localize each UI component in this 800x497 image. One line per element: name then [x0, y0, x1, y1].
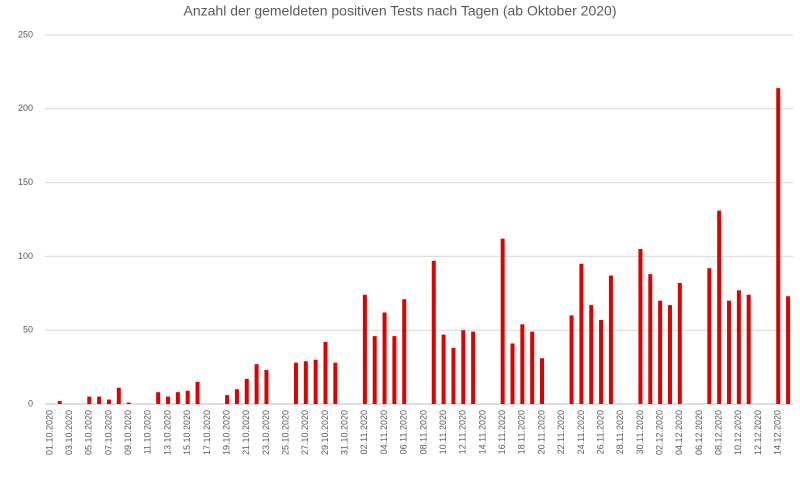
x-tick-label: 06.12.2020: [694, 410, 704, 455]
x-tick-label: 22.11.2020: [556, 410, 566, 454]
x-tick-label: 05.10.2020: [84, 410, 94, 455]
bar: [392, 336, 397, 404]
bar: [166, 396, 171, 404]
y-tick-label: 100: [18, 251, 33, 261]
x-tick-label: 08.11.2020: [418, 410, 428, 454]
bar: [116, 387, 121, 404]
bar: [707, 268, 712, 404]
bar: [451, 347, 456, 404]
chart-title: Anzahl der gemeldeten positiven Tests na…: [184, 3, 617, 19]
x-tick-label: 06.11.2020: [399, 410, 409, 454]
bar: [776, 88, 781, 405]
bar: [717, 210, 722, 404]
bar: [195, 381, 200, 404]
x-tick-label: 24.11.2020: [576, 410, 586, 454]
x-tick-label: 26.11.2020: [595, 410, 605, 454]
bar: [520, 324, 525, 404]
bar: [87, 396, 92, 404]
x-tick-label: 23.10.2020: [261, 410, 271, 455]
x-tick-label: 11.10.2020: [143, 410, 153, 454]
bar: [500, 238, 505, 404]
bar: [589, 305, 594, 404]
x-tick-label: 14.11.2020: [477, 410, 487, 454]
bar: [648, 274, 653, 404]
x-tick-label: 13.10.2020: [162, 410, 172, 455]
bar: [667, 305, 672, 404]
bar: [97, 396, 102, 404]
x-tick-label: 12.11.2020: [458, 410, 468, 454]
x-tick-label: 03.10.2020: [64, 410, 74, 455]
x-tick-label: 19.10.2020: [221, 410, 231, 455]
y-tick-label: 0: [28, 398, 33, 408]
x-tick-label: 18.11.2020: [517, 410, 527, 454]
x-tick-label: 12.12.2020: [753, 410, 763, 455]
bar: [786, 296, 791, 404]
bar: [746, 294, 751, 404]
bar: [540, 358, 545, 404]
x-tick-label: 02.11.2020: [359, 410, 369, 454]
bar: [569, 315, 574, 404]
x-tick-label: 10.11.2020: [438, 410, 448, 454]
bar: [254, 364, 259, 404]
y-tick-label: 200: [18, 103, 33, 113]
bar: [225, 395, 230, 404]
bar: [736, 290, 741, 404]
bar: [264, 370, 269, 404]
y-tick-label: 150: [18, 177, 33, 187]
x-tick-label: 27.10.2020: [300, 410, 310, 455]
bar: [57, 401, 62, 404]
x-tick-label: 17.10.2020: [202, 410, 212, 455]
bar: [599, 319, 604, 404]
bar: [106, 399, 111, 404]
bar: [471, 331, 476, 404]
x-tick-label: 10.12.2020: [733, 410, 743, 455]
bar: [126, 402, 131, 404]
x-tick-label: 20.11.2020: [536, 410, 546, 454]
x-tick-label: 04.11.2020: [379, 410, 389, 454]
bar: [638, 249, 643, 404]
y-tick-label: 250: [18, 29, 33, 39]
y-tick-label: 50: [23, 325, 33, 335]
bar: [185, 390, 190, 404]
bar: [362, 294, 367, 404]
x-tick-label: 15.10.2020: [182, 410, 192, 455]
bar: [372, 336, 377, 404]
x-tick-label: 25.10.2020: [281, 410, 291, 455]
x-tick-label: 14.12.2020: [773, 410, 783, 455]
x-tick-label: 09.10.2020: [123, 410, 133, 455]
bar: [431, 260, 436, 404]
bar: [244, 378, 249, 404]
bar: [313, 359, 318, 404]
bar: [303, 361, 308, 404]
bar: [510, 343, 515, 404]
bar: [461, 330, 466, 404]
x-tick-label: 16.11.2020: [497, 410, 507, 454]
bar: [175, 392, 180, 404]
x-tick-label: 08.12.2020: [714, 410, 724, 455]
bar: [579, 263, 584, 404]
bar: [608, 275, 613, 404]
bar: [382, 312, 387, 404]
x-tick-label: 31.10.2020: [340, 410, 350, 455]
x-tick-label: 30.11.2020: [635, 410, 645, 454]
bar: [323, 342, 328, 404]
bar: [402, 299, 407, 404]
bar: [677, 282, 682, 404]
x-tick-label: 04.12.2020: [674, 410, 684, 455]
bar: [293, 362, 298, 404]
bar: [441, 334, 446, 404]
x-tick-label: 28.11.2020: [615, 410, 625, 454]
x-tick-label: 07.10.2020: [103, 410, 113, 455]
bar: [234, 389, 239, 404]
x-tick-label: 21.10.2020: [241, 410, 251, 455]
x-tick-label: 01.10.2020: [44, 410, 54, 455]
x-tick-label: 02.12.2020: [655, 410, 665, 455]
bar: [658, 300, 663, 404]
bar: [727, 300, 732, 404]
x-tick-label: 29.10.2020: [320, 410, 330, 455]
bar: [156, 392, 161, 404]
bar: [530, 331, 535, 404]
bar: [333, 362, 338, 404]
